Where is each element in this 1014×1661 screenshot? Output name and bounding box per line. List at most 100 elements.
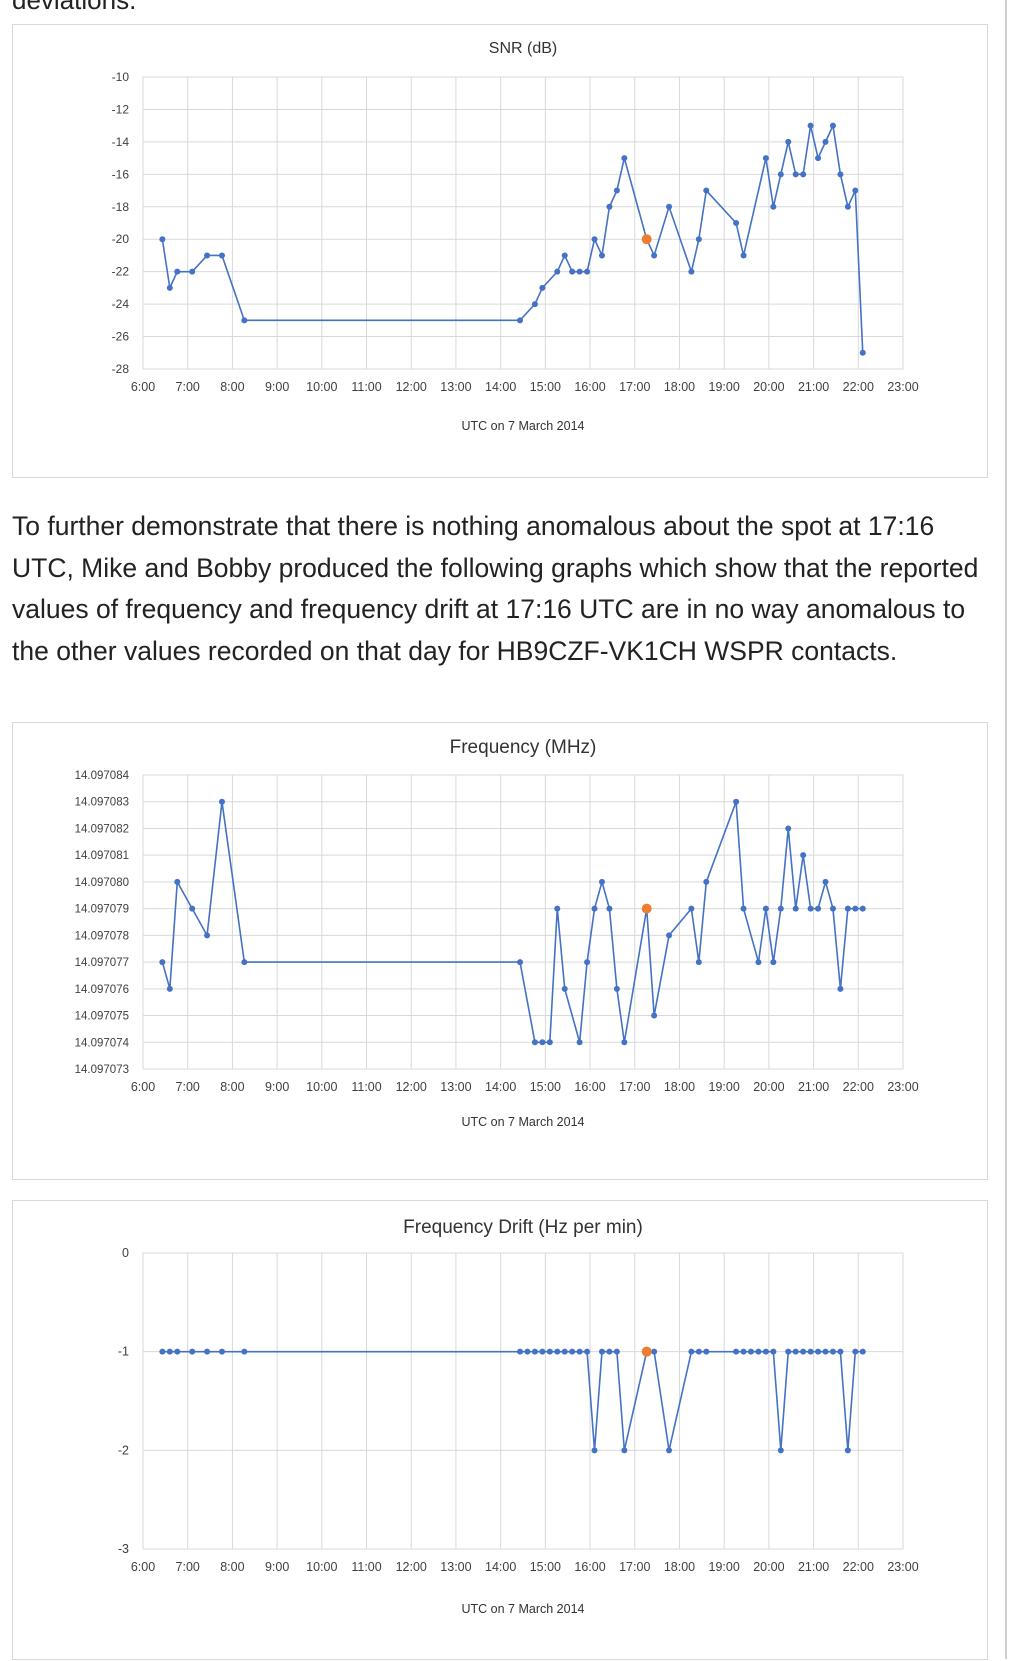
y-tick-label: 14.097084 [75,770,130,782]
x-tick-label: 19:00 [709,380,740,394]
y-tick-label: 14.097073 [75,1064,129,1076]
x-tick-label: 22:00 [843,1560,874,1574]
x-tick-label: 8:00 [220,380,244,394]
data-point [576,1039,583,1046]
y-tick-label: 0 [122,1246,129,1260]
x-tick-label: 18:00 [664,380,695,394]
x-tick-label: 7:00 [176,1560,200,1574]
highlight-point [641,234,652,245]
data-point [800,852,807,859]
x-tick-label: 6:00 [131,1560,155,1574]
x-tick-label: 17:00 [619,1080,650,1094]
data-point [762,905,769,912]
x-tick-label: 15:00 [530,1560,561,1574]
data-point [666,203,673,210]
data-point [166,985,173,992]
x-tick-label: 15:00 [530,1080,561,1094]
x-tick-label: 10:00 [306,1560,337,1574]
data-point [531,1348,538,1355]
x-tick-label: 17:00 [619,380,650,394]
data-point [174,268,181,275]
y-tick-label: -22 [112,265,130,279]
x-tick-label: 10:00 [306,1080,337,1094]
frequency-chart-svg: Frequency (MHz) 6:00 7:00 8:00 9:00 10:00 11:0… [75,737,919,1129]
data-point [546,1348,553,1355]
x-tick-label: 9:00 [265,1560,289,1574]
y-tick-label: -24 [112,297,130,311]
data-point [837,171,844,178]
data-point [688,905,695,912]
data-point [777,905,784,912]
x-tick-label: 8:00 [220,1080,244,1094]
x-tick-label: 19:00 [709,1560,740,1574]
y-tick-label: 14.097075 [75,1011,129,1023]
data-point [733,798,740,805]
x-tick-label: 15:00 [530,380,561,394]
y-tick-label: 14.097081 [75,850,129,862]
data-point [576,268,583,275]
data-point [800,1348,807,1355]
data-point [554,1348,561,1355]
data-point [613,985,620,992]
x-tick-label: 23:00 [887,380,918,394]
x-axis-title: UTC on 7 March 2014 [462,1602,585,1616]
y-tick-label: -14 [112,135,130,149]
data-point [241,1348,248,1355]
data-point [554,268,561,275]
data-point [844,203,851,210]
x-tick-label: 10:00 [306,380,337,394]
data-point [740,905,747,912]
x-tick-label: 18:00 [664,1080,695,1094]
data-point [159,1348,166,1355]
y-tick-label: 14.097080 [75,877,129,889]
data-point [159,959,166,966]
data-point [218,1348,225,1355]
data-point [606,905,613,912]
data-point [852,187,859,194]
x-tick-label: 14:00 [485,1080,516,1094]
x-tick-label: 12:00 [396,1080,427,1094]
x-tick-label: 16:00 [574,1560,605,1574]
data-point [770,959,777,966]
data-point [785,1348,792,1355]
snr-chart: SNR (dB) 6:00 7:00 8:00 9:00 10:00 11:00 12:00 1… [12,24,988,478]
data-point [822,1348,829,1355]
data-point [651,252,658,259]
data-point [204,932,211,939]
data-point [204,1348,211,1355]
y-tick-label: 14.097083 [75,797,129,809]
data-point [792,905,799,912]
data-point [785,825,792,832]
x-tick-label: 11:00 [351,1080,381,1094]
y-tick-label: -3 [118,1542,129,1556]
data-point [576,1348,583,1355]
data-point [829,122,836,129]
data-point [852,1348,859,1355]
x-tick-label: 12:00 [396,1560,427,1574]
gridlines [142,76,904,370]
body-paragraph: To further demonstrate that there is not… [12,511,979,666]
x-tick-label: 11:00 [351,380,381,394]
frequency-drift-chart: Frequency Drift (Hz per min) 6:00 7:00 8:00… [12,1200,988,1660]
data-point [651,1012,658,1019]
data-point [852,905,859,912]
data-point [762,155,769,162]
x-tick-label: 23:00 [887,1080,918,1094]
data-point [539,1039,546,1046]
data-point [189,905,196,912]
x-tick-label: 8:00 [220,1560,244,1574]
data-point [822,878,829,885]
data-point [748,1348,754,1355]
data-point [800,171,807,178]
data-point [166,1348,173,1355]
data-point [837,1348,844,1355]
y-tick-label: -10 [112,70,130,84]
y-tick-label: -16 [112,167,130,181]
y-tick-label: 14.097077 [75,957,129,969]
data-point [822,138,829,145]
highlight-point [641,903,652,914]
data-point [651,1348,658,1355]
data-point [218,252,225,259]
x-tick-label: 16:00 [574,380,605,394]
data-point [621,1039,628,1046]
